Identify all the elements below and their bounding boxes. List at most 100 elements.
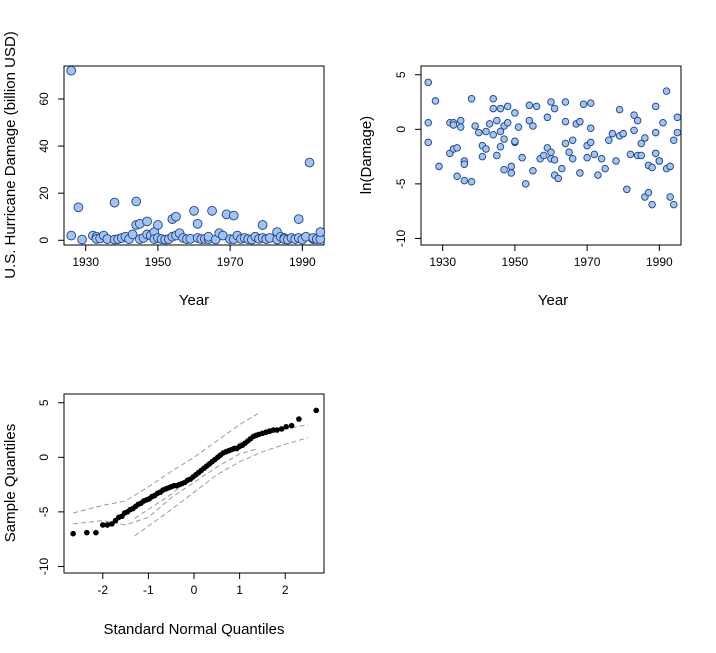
data-point [127, 229, 138, 240]
data-point [507, 169, 516, 177]
x-tick-label: 1970 [217, 255, 244, 269]
data-point [673, 113, 682, 122]
data-point [315, 227, 326, 237]
x-tick-label: 1990 [289, 255, 316, 269]
y-axis-label: Sample Quantiles [2, 424, 19, 542]
data-point [131, 196, 142, 207]
data-point [313, 407, 320, 414]
data-point [73, 202, 84, 213]
data-point [109, 521, 115, 527]
data-point [431, 97, 440, 105]
data-point [453, 172, 461, 180]
data-point [493, 116, 501, 125]
plot-frame [63, 65, 325, 246]
y-axis-label: U.S. Hurricane Damage (billion USD) [2, 31, 19, 279]
data-point [594, 171, 602, 179]
data-point [608, 129, 617, 138]
data-point [619, 129, 627, 138]
data-point [485, 120, 494, 128]
data-point [460, 160, 469, 168]
data-point [605, 136, 613, 144]
y-tick-label: 0 [394, 126, 408, 133]
data-point [288, 422, 295, 429]
data-point [84, 529, 90, 536]
data-point [586, 99, 595, 107]
x-tick-label: 1970 [574, 255, 601, 269]
envelope-upper-line [134, 424, 309, 519]
y-axis-label: ln(Damage) [358, 116, 375, 194]
data-point [296, 416, 302, 422]
data-point [228, 210, 239, 221]
data-point [529, 122, 537, 130]
data-point [467, 94, 476, 103]
data-point [673, 128, 682, 137]
plot-frame [420, 65, 682, 246]
data-point [518, 153, 526, 162]
x-axis-label: Year [179, 292, 209, 309]
envelope-lower-line [73, 448, 259, 526]
data-point [554, 174, 562, 183]
data-point [500, 135, 508, 143]
x-tick-label: 0 [191, 583, 198, 597]
data-point [189, 205, 199, 216]
x-tick-label: 1950 [145, 255, 172, 269]
data-point [576, 117, 584, 126]
data-point [670, 200, 678, 209]
data-point [142, 216, 152, 227]
data-point [511, 109, 519, 117]
data-point [500, 165, 508, 174]
data-point [637, 151, 646, 160]
data-point [521, 180, 530, 188]
data-point [662, 87, 671, 95]
data-point [626, 150, 635, 159]
data-point [489, 94, 497, 103]
data-point [456, 116, 465, 125]
data-point [489, 131, 497, 139]
data-point [547, 148, 555, 156]
data-point [590, 150, 599, 159]
data-point [670, 136, 678, 144]
data-point [601, 164, 609, 173]
data-point [153, 220, 163, 230]
data-point [77, 234, 87, 245]
data-point [467, 177, 476, 186]
x-tick-label: 1950 [502, 255, 529, 269]
panel-qq-plot: Standard Normal Quantiles Sample Quantil… [2, 393, 325, 638]
plot-frame [63, 393, 325, 574]
data-point [568, 155, 577, 163]
data-point [586, 138, 595, 147]
data-point [99, 522, 106, 528]
data-point [630, 126, 638, 135]
data-point [435, 162, 443, 171]
y-tick-label: 0 [37, 237, 51, 244]
data-point [496, 127, 505, 136]
data-point [475, 128, 483, 137]
data-point [503, 102, 512, 111]
data-point [583, 153, 591, 162]
x-tick-label: -2 [97, 583, 108, 597]
data-point [651, 149, 660, 158]
data-point [424, 138, 432, 147]
data-point [633, 116, 642, 125]
x-tick-label: 1930 [72, 255, 99, 269]
data-point [496, 143, 505, 151]
data-point [579, 100, 588, 108]
data-point [525, 101, 534, 110]
y-tick-label: -5 [394, 178, 408, 189]
data-point [471, 122, 479, 130]
y-tick-label: 60 [37, 92, 51, 106]
x-axis-label: Standard Normal Quantiles [104, 621, 285, 638]
data-point [659, 119, 667, 127]
data-point [283, 423, 289, 430]
data-point [641, 134, 649, 142]
data-point [478, 152, 487, 161]
y-tick-label: 0 [37, 454, 51, 461]
data-point [630, 111, 638, 119]
panel-hurricane-damage: Year U.S. Hurricane Damage (billion USD)… [2, 31, 326, 309]
x-tick-label: 1930 [429, 255, 456, 269]
data-point [543, 113, 552, 122]
data-point [424, 78, 432, 87]
data-point [651, 128, 660, 137]
envelope-upper-line [72, 413, 259, 514]
data-point [565, 148, 573, 156]
